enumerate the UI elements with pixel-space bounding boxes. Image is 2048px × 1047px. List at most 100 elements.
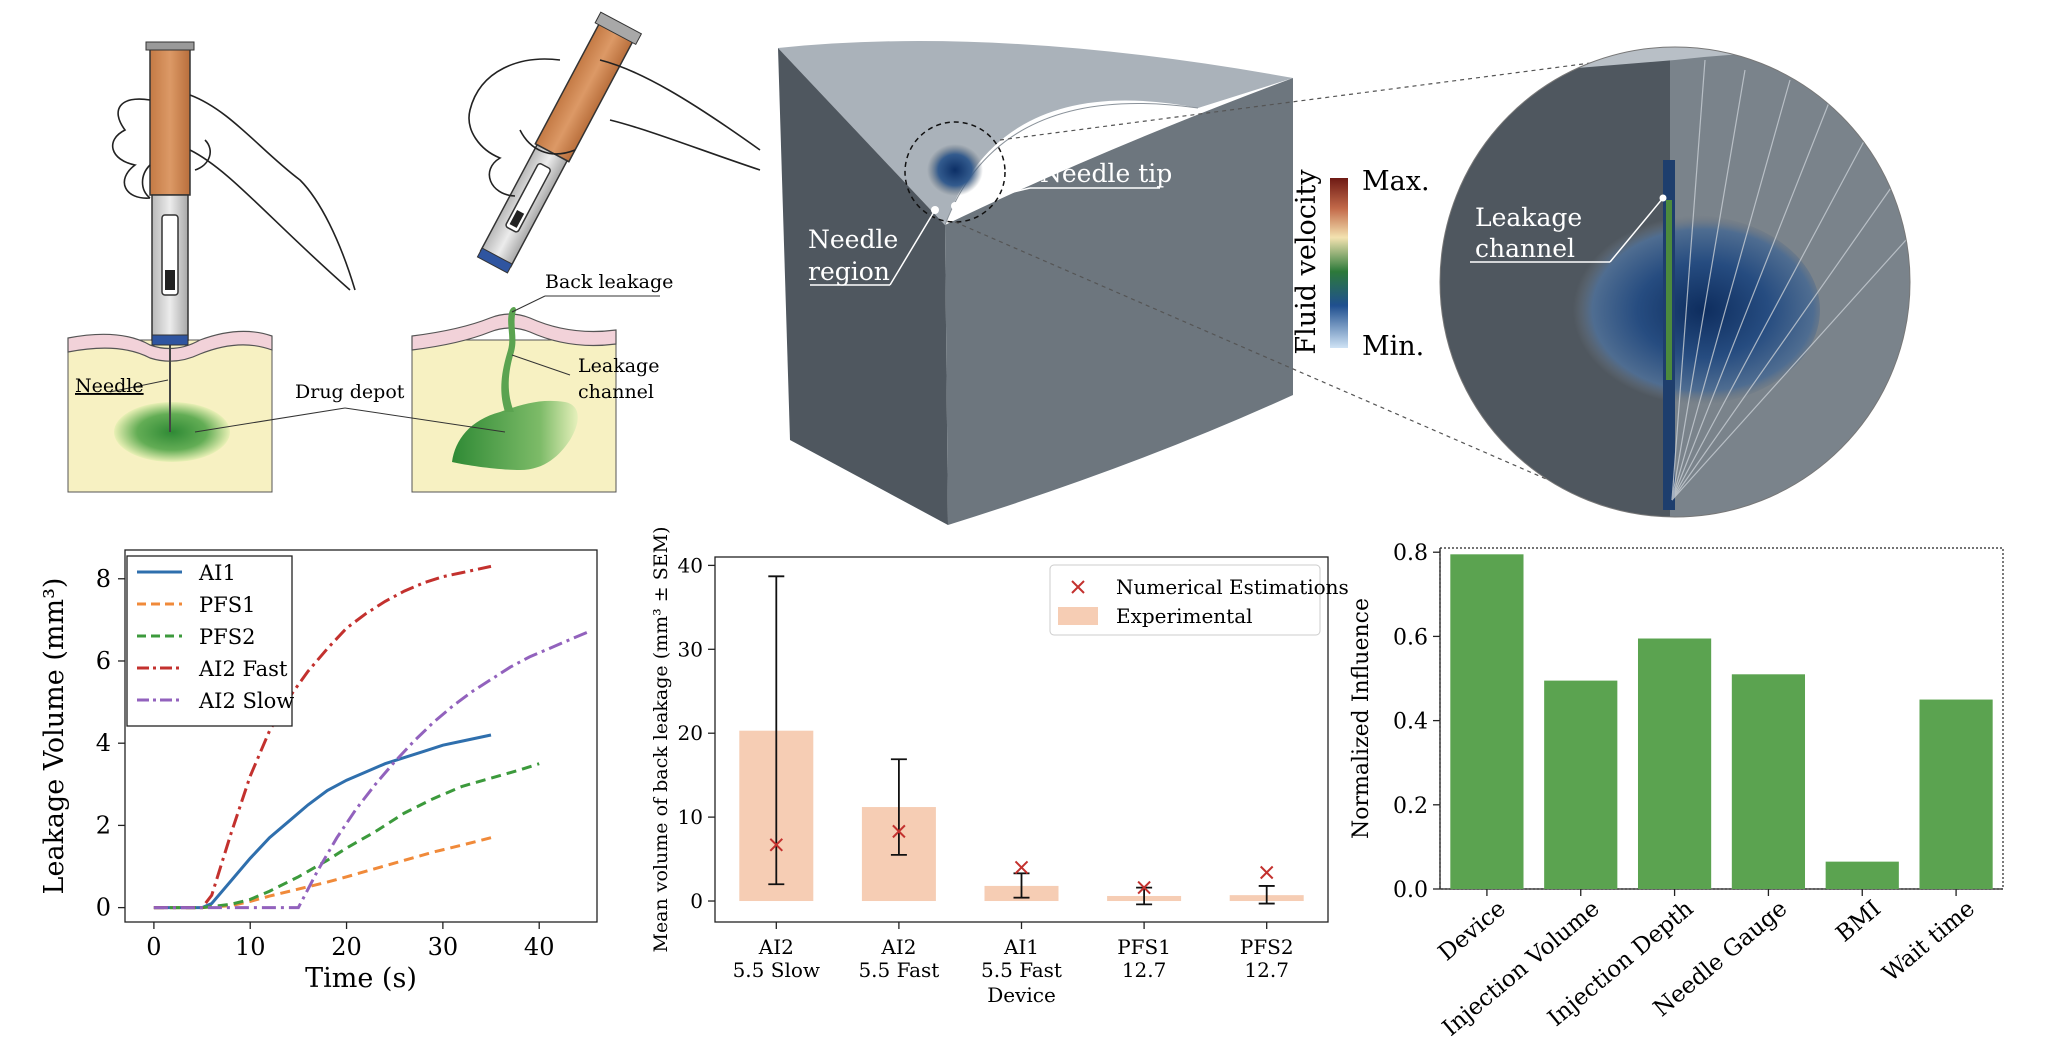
series-line bbox=[153, 630, 588, 910]
x-tick-label-line2: 5.5 Fast bbox=[981, 958, 1062, 982]
plot-frame bbox=[714, 556, 1329, 923]
influence-bar bbox=[1825, 861, 1899, 889]
y-tick-label: 10 bbox=[678, 805, 703, 829]
legend-box bbox=[1049, 564, 1321, 636]
needle-tip-flow bbox=[927, 144, 983, 196]
y-tick-label: 4 bbox=[96, 729, 111, 757]
needle-region-label-line2: region bbox=[808, 257, 890, 286]
x-tick-label-line2: 12.7 bbox=[1122, 958, 1167, 982]
x-tick-label: BMI bbox=[1831, 896, 1886, 948]
leakage-plume bbox=[1560, 215, 1820, 405]
legend-label: AI2 Fast bbox=[198, 657, 288, 681]
influence-bar bbox=[1544, 680, 1618, 889]
legend-marker-numerical bbox=[1071, 580, 1085, 594]
y-tick-label: 0.8 bbox=[1393, 541, 1428, 566]
plot-frame bbox=[124, 549, 598, 923]
skin-block-left bbox=[67, 330, 273, 493]
leakage-channel-label-line1: Leakage bbox=[578, 355, 659, 377]
experimental-bar bbox=[1229, 895, 1304, 902]
autoinjector-pen-left bbox=[145, 41, 195, 346]
experimental-bar bbox=[739, 730, 814, 902]
plot-frame bbox=[1439, 547, 2004, 890]
x-axis-label: Time (s) bbox=[305, 963, 417, 994]
y-tick-label: 0.0 bbox=[1393, 878, 1428, 903]
x-tick-label-line2: 12.7 bbox=[1244, 958, 1289, 982]
influence-bar bbox=[1450, 554, 1524, 889]
legend-label: AI1 bbox=[198, 561, 236, 585]
x-tick-label: 0 bbox=[146, 933, 161, 961]
hand-left bbox=[111, 94, 356, 291]
y-tick-label: 0.2 bbox=[1393, 794, 1428, 819]
y-axis-label: Mean volume of back leakage (mm³ ± SEM) bbox=[650, 526, 672, 952]
series-line bbox=[153, 762, 540, 910]
x-tick-label: Injection Depth bbox=[1543, 896, 1698, 1032]
legend-label: Numerical Estimations bbox=[1116, 575, 1349, 599]
legend-label: PFS2 bbox=[199, 625, 255, 649]
y-tick-label: 0 bbox=[96, 894, 111, 922]
x-tick-label-line1: AI2 bbox=[880, 935, 916, 959]
x-tick-label-line2: 5.5 Fast bbox=[858, 958, 939, 982]
x-tick-label: 10 bbox=[235, 933, 266, 961]
skin-block-right bbox=[411, 307, 617, 493]
numerical-marker bbox=[1014, 860, 1029, 875]
colorbar bbox=[1330, 178, 1348, 348]
y-tick-label: 0 bbox=[690, 889, 703, 913]
needle-region-label-line1: Needle bbox=[808, 225, 898, 254]
needle-tip-label: Needle tip bbox=[1040, 159, 1172, 188]
influence-bar bbox=[1731, 674, 1806, 889]
influence-bar bbox=[1637, 638, 1712, 889]
legend-label: Experimental bbox=[1116, 604, 1253, 628]
y-tick-label: 0.4 bbox=[1393, 710, 1428, 735]
drug-depot-label: Drug depot bbox=[295, 381, 405, 403]
y-axis-label: Normalized Influence bbox=[1349, 598, 1374, 839]
numerical-marker bbox=[1259, 865, 1274, 880]
x-tick-label-line2: 5.5 Slow bbox=[733, 958, 820, 982]
x-tick-label-line1: PFS2 bbox=[1240, 935, 1294, 959]
y-tick-label: 30 bbox=[678, 637, 703, 661]
experimental-bar bbox=[861, 807, 936, 902]
hand-right bbox=[468, 58, 761, 197]
y-tick-label: 8 bbox=[96, 565, 111, 593]
x-tick-label: 40 bbox=[524, 933, 555, 961]
x-axis-label: Device bbox=[987, 983, 1056, 1007]
numerical-marker bbox=[1137, 880, 1151, 895]
cube-left-face bbox=[778, 48, 948, 525]
x-tick-label-line1: AI1 bbox=[1003, 935, 1039, 959]
experimental-bar bbox=[984, 885, 1059, 902]
colorbar-max-label: Max. bbox=[1362, 166, 1430, 197]
x-tick-label-line1: AI2 bbox=[758, 935, 794, 959]
legend-box bbox=[126, 555, 293, 727]
influence-bar bbox=[1919, 699, 1993, 889]
x-tick-label: Needle Gauge bbox=[1649, 896, 1793, 1022]
cube-top-face bbox=[778, 41, 1293, 225]
y-tick-label: 20 bbox=[678, 721, 703, 745]
x-tick-label: Wait time bbox=[1878, 896, 1980, 987]
x-tick-label: Injection Volume bbox=[1438, 896, 1605, 1042]
zoom-leakage-label-line2: channel bbox=[1475, 234, 1575, 263]
y-tick-label: 40 bbox=[678, 553, 703, 577]
y-axis-label: Leakage Volume (mm³) bbox=[39, 578, 70, 895]
drug-depot-left bbox=[114, 402, 230, 462]
needle-label: Needle bbox=[75, 375, 144, 397]
zoom-leakage-label-line1: Leakage bbox=[1475, 203, 1582, 232]
cube-front-face bbox=[945, 78, 1293, 525]
needle-region-circle bbox=[904, 121, 1006, 223]
legend-label: AI2 Slow bbox=[198, 689, 294, 713]
series-line bbox=[153, 733, 492, 910]
colorbar-title: Fluid velocity bbox=[1291, 169, 1322, 355]
legend-swatch-experimental bbox=[1058, 607, 1098, 625]
series-line bbox=[153, 836, 492, 910]
numerical-marker bbox=[892, 824, 906, 839]
leakage-channel-path bbox=[501, 307, 516, 412]
x-tick-label: 30 bbox=[428, 933, 459, 961]
drug-depot-right bbox=[452, 400, 578, 470]
x-tick-label: Device bbox=[1434, 896, 1511, 967]
series-line bbox=[153, 564, 492, 910]
numerical-marker bbox=[769, 838, 784, 852]
